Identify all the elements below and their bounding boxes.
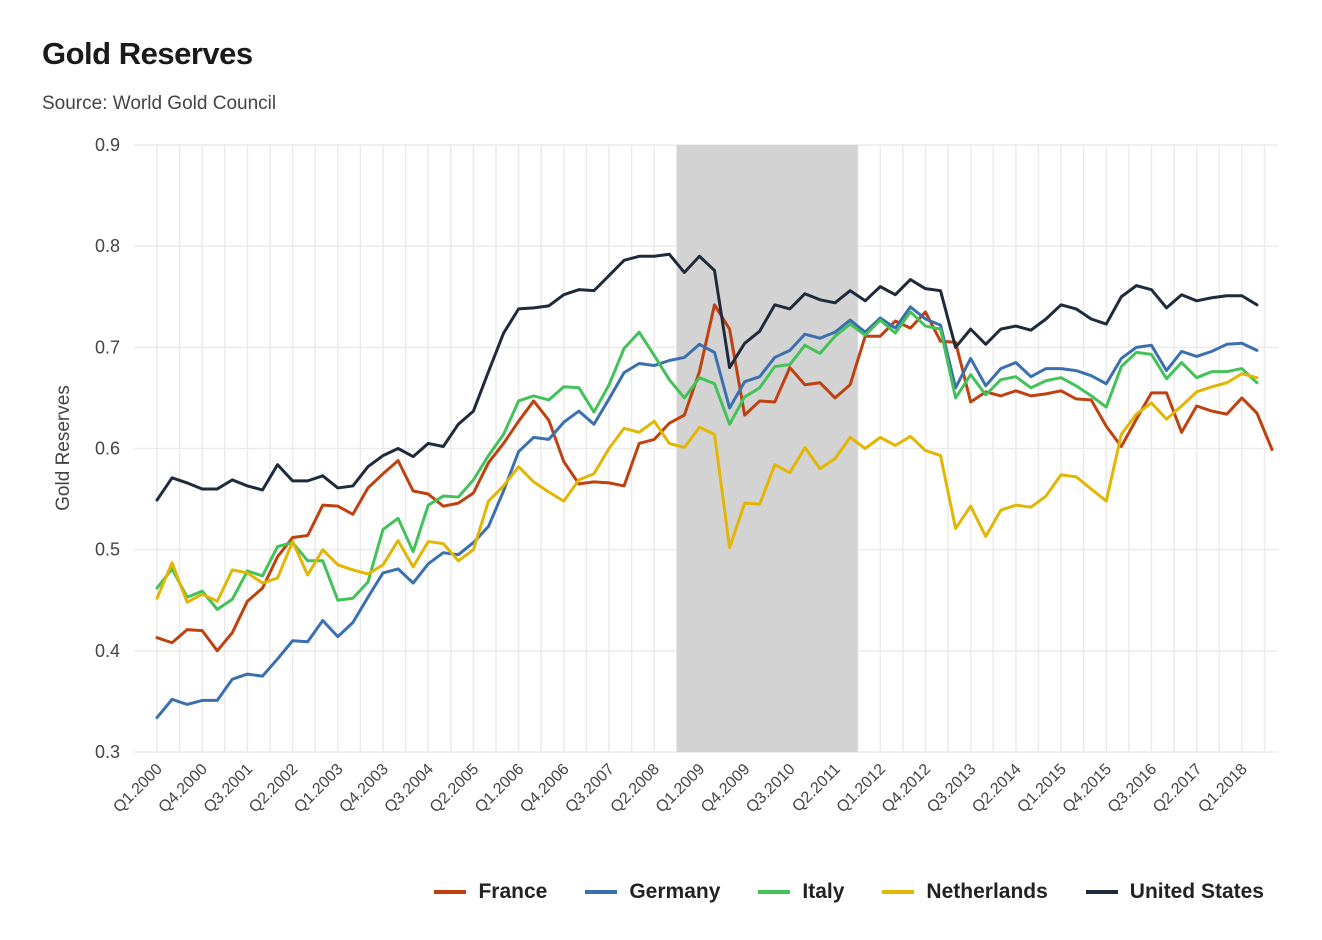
- x-axis-ticks: Q1.2000Q4.2000Q3.2001Q2.2002Q1.2003Q4.20…: [110, 761, 1250, 816]
- x-tick-label: Q2.2008: [608, 761, 663, 816]
- x-tick-label: Q3.2004: [382, 761, 437, 816]
- y-tick-label: 0.8: [95, 236, 120, 256]
- x-tick-label: Q1.2009: [653, 761, 708, 816]
- legend-swatch: [585, 890, 618, 894]
- legend-swatch: [434, 890, 467, 894]
- x-tick-label: Q4.2006: [517, 761, 572, 816]
- x-tick-label: Q4.2003: [336, 761, 391, 816]
- y-axis-label: Gold Reserves: [53, 385, 74, 511]
- legend-label: Netherlands: [926, 880, 1048, 903]
- x-tick-label: Q1.2018: [1195, 761, 1250, 816]
- y-tick-label: 0.9: [95, 135, 120, 155]
- series-line-germany: [155, 305, 1259, 720]
- legend-item: Netherlands: [882, 880, 1048, 904]
- series-line-united-states: [155, 252, 1259, 502]
- legend-swatch: [1085, 890, 1118, 894]
- x-tick-label: Q4.2015: [1060, 761, 1115, 816]
- legend-label: Italy: [802, 880, 845, 903]
- x-tick-label: Q3.2013: [924, 761, 979, 816]
- legend-swatch: [758, 890, 791, 894]
- y-tick-label: 0.4: [95, 641, 120, 661]
- legend-item: Italy: [758, 880, 844, 904]
- x-tick-label: Q2.2017: [1150, 761, 1205, 816]
- x-tick-label: Q4.2000: [156, 761, 211, 816]
- legend-item: Germany: [585, 880, 720, 904]
- shaded-region: [676, 145, 858, 752]
- legend: France Germany Italy Netherlands United Stat…: [0, 880, 1264, 904]
- x-tick-label: Q1.2006: [472, 761, 527, 816]
- x-tick-label: Q3.2010: [743, 761, 798, 816]
- series-line-netherlands: [155, 372, 1259, 604]
- x-tick-label: Q3.2001: [201, 761, 256, 816]
- x-tick-label: Q4.2009: [698, 761, 753, 816]
- chart-subtitle: Source: World Gold Council: [42, 93, 277, 114]
- x-tick-label: Q1.2015: [1014, 761, 1069, 816]
- legend-swatch: [882, 890, 915, 894]
- legend-label: France: [478, 880, 548, 903]
- chart-title: Gold Reserves: [42, 36, 253, 71]
- x-tick-label: Q1.2003: [291, 761, 346, 816]
- x-tick-label: Q4.2012: [879, 761, 934, 816]
- legend-item: France: [434, 880, 547, 904]
- series-line-france: [155, 303, 1274, 653]
- legend-label: United States: [1129, 880, 1264, 903]
- y-tick-label: 0.7: [95, 337, 120, 357]
- y-axis-ticks: 0.3 0.4 0.5 0.6 0.7 0.8 0.9: [95, 135, 120, 762]
- series-lines: [155, 252, 1274, 720]
- y-tick-label: 0.5: [95, 540, 120, 560]
- series-line-italy: [155, 310, 1259, 611]
- legend-item: United States: [1085, 880, 1264, 904]
- x-tick-label: Q2.2014: [969, 761, 1024, 816]
- y-tick-label: 0.3: [95, 742, 120, 762]
- y-tick-label: 0.6: [95, 439, 120, 459]
- x-tick-label: Q3.2016: [1105, 761, 1160, 816]
- x-tick-label: Q1.2000: [110, 761, 165, 816]
- x-tick-label: Q1.2012: [834, 761, 889, 816]
- x-tick-label: Q3.2007: [562, 761, 617, 816]
- x-tick-label: Q2.2005: [427, 761, 482, 816]
- x-tick-label: Q2.2002: [246, 761, 301, 816]
- legend-label: Germany: [629, 880, 721, 903]
- line-chart: 0.30.40.50.60.70.80.9 Q1.2000Q4.2000Q3.2…: [53, 135, 1278, 816]
